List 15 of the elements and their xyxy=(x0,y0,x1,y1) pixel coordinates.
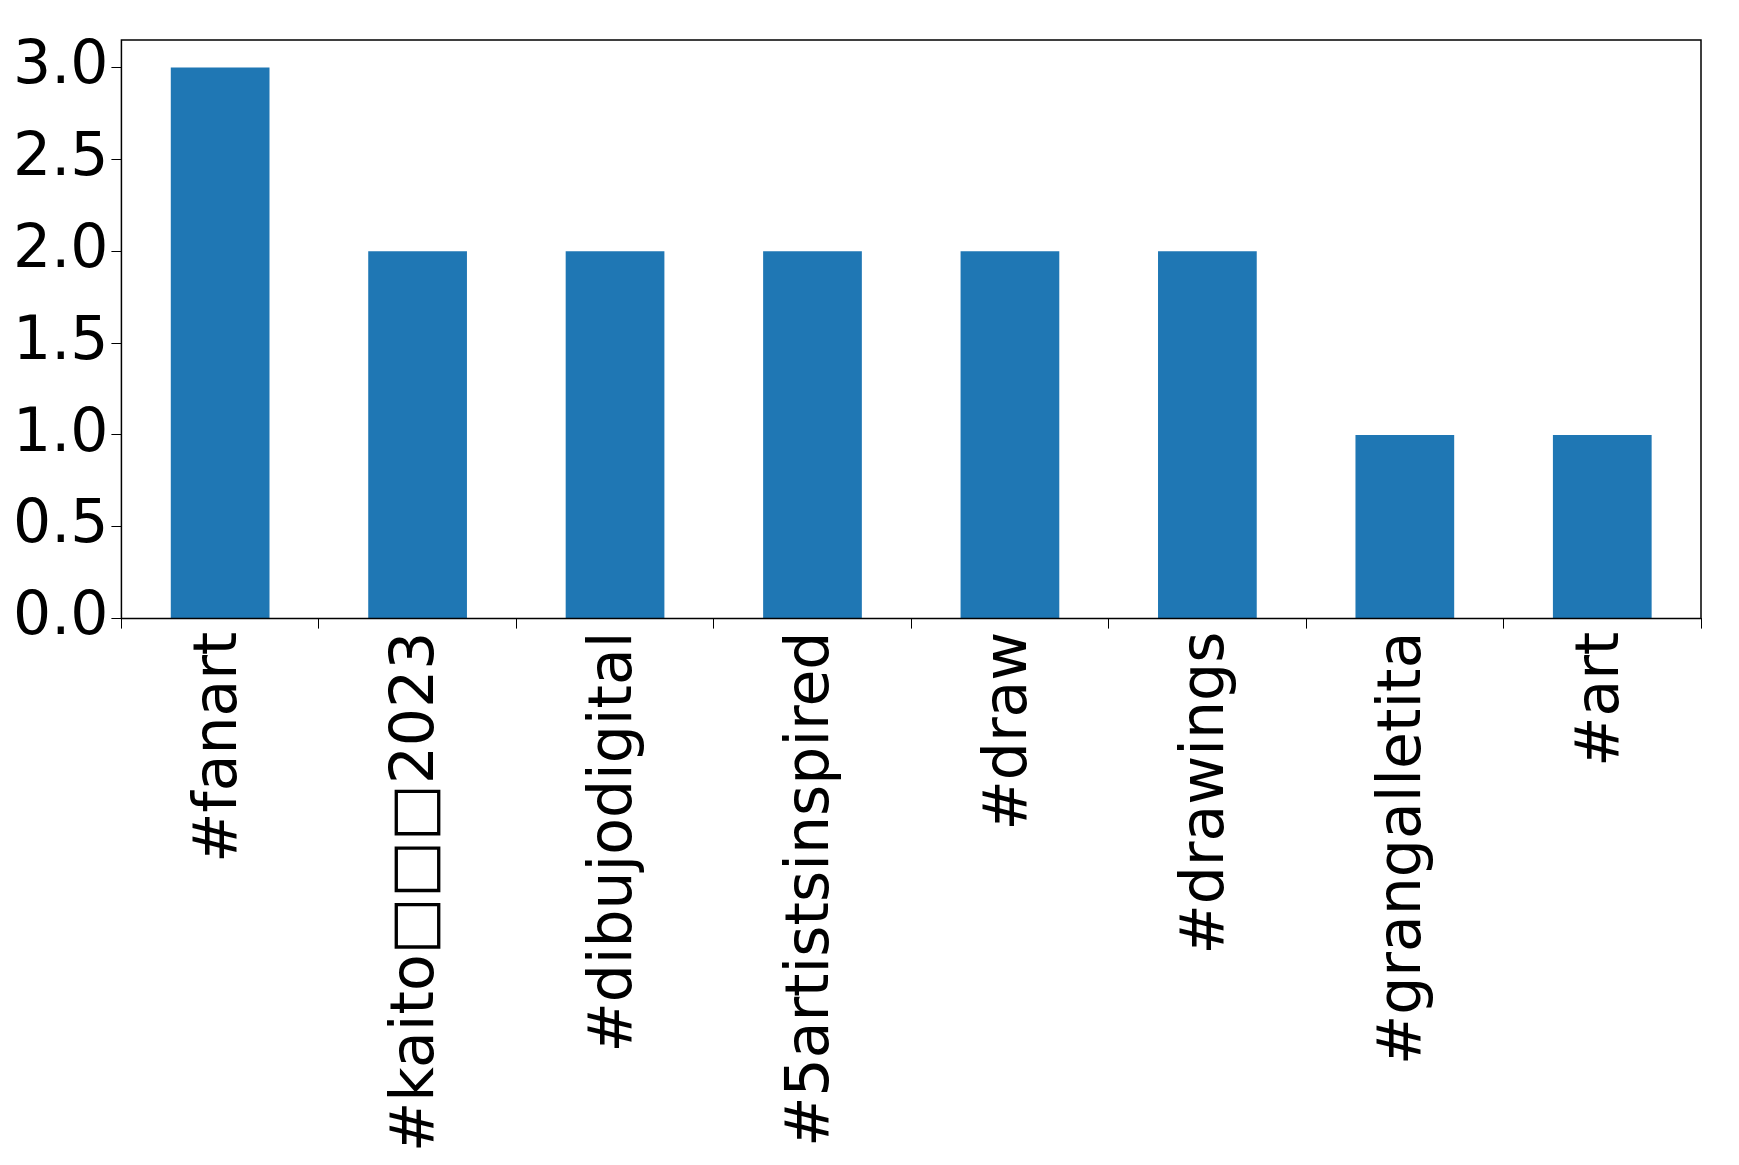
x-tick-label: #art xyxy=(1561,631,1632,767)
x-tick-label: #drawings xyxy=(1166,631,1237,955)
y-tick-label: 1.5 xyxy=(13,302,109,373)
x-tick-label: #grangalletita xyxy=(1364,631,1435,1066)
y-tick-label: 0.5 xyxy=(13,486,109,557)
y-tick-label: 2.0 xyxy=(13,210,109,281)
y-tick-label: 0.0 xyxy=(13,578,109,649)
x-tick-label: #draw xyxy=(969,631,1040,831)
x-tick-label: #5artistsinspired xyxy=(772,631,843,1147)
x-tick-label: #kaito□□□2023 xyxy=(377,631,448,1153)
y-tick-label: 2.5 xyxy=(13,118,109,189)
y-tick-label: 3.0 xyxy=(13,27,109,98)
y-tick-label: 1.0 xyxy=(13,394,109,465)
x-tick-label: #dibujodigital xyxy=(574,631,645,1053)
x-tick-label: #fanart xyxy=(179,631,250,863)
